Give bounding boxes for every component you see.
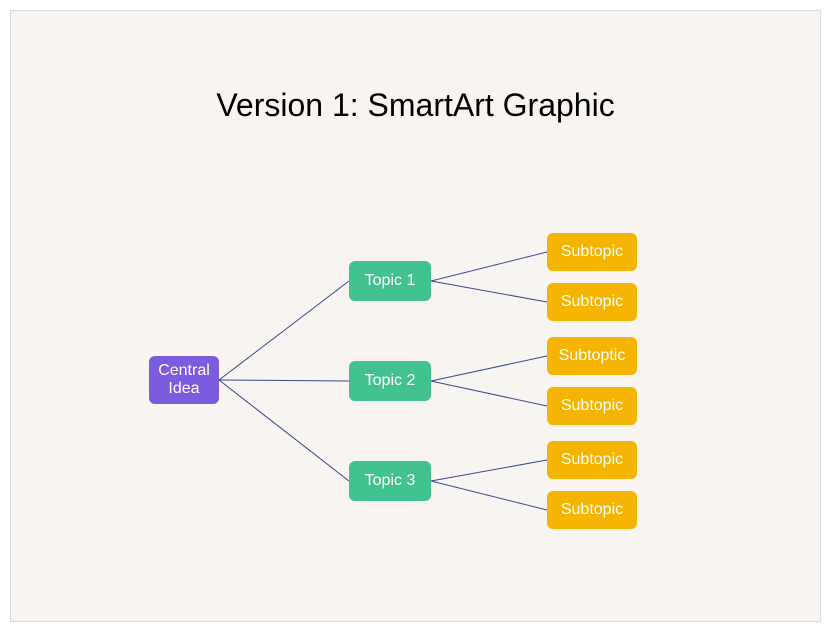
edge <box>431 460 547 481</box>
node-topic-3: Topic 3 <box>349 461 431 501</box>
node-subtopic-3b: Subtopic <box>547 491 637 529</box>
edge <box>431 481 547 510</box>
node-subtopic-1a: Subtopic <box>547 233 637 271</box>
node-subtopic-2a: Subtoptic <box>547 337 637 375</box>
node-subtopic-1b: Subtopic <box>547 283 637 321</box>
edge <box>431 356 547 381</box>
node-subtopic-3a: Subtopic <box>547 441 637 479</box>
diagram-canvas: Version 1: SmartArt Graphic Central Idea… <box>11 11 820 621</box>
edges-layer <box>11 11 822 623</box>
node-topic-2: Topic 2 <box>349 361 431 401</box>
edge <box>219 281 349 380</box>
edge <box>219 380 349 381</box>
edge <box>431 252 547 281</box>
diagram-frame: Version 1: SmartArt Graphic Central Idea… <box>10 10 821 622</box>
node-topic-1: Topic 1 <box>349 261 431 301</box>
node-central-idea: Central Idea <box>149 356 219 404</box>
node-subtopic-2b: Subtopic <box>547 387 637 425</box>
edge <box>431 281 547 302</box>
edge <box>219 380 349 481</box>
edge <box>431 381 547 406</box>
